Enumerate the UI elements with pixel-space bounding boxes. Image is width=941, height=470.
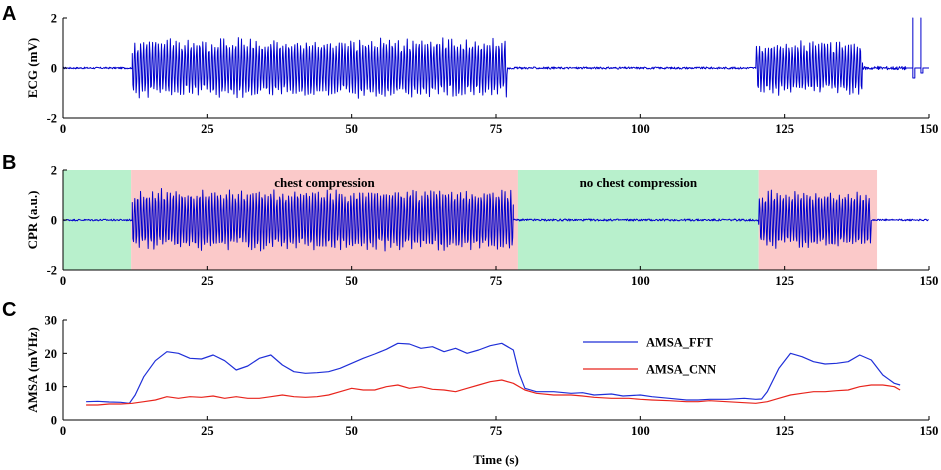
region-label-2: no chest compression [580,175,698,190]
x-tick-label-75: 75 [490,274,503,288]
x-tick-label-75: 75 [490,424,503,438]
y-tick-label-2: 2 [51,12,57,26]
panel-c-plot-area: 0 25 50 75 100 125 150 0 10 20 30 AMSA_FFT AMSA_CNN [45,314,939,439]
x-tick-label-0: 0 [60,424,66,438]
x-tick-label-25: 25 [201,274,214,288]
region-label-1: chest compression [274,175,375,190]
x-tick-label-75: 75 [490,122,503,136]
x-tick-label-125: 125 [775,122,794,136]
panel-c-xlabel: Time (s) [473,452,519,467]
y-tick-label-0: 0 [51,214,57,228]
panel-b-ylabel: CPR (a.u.) [25,191,40,250]
x-tick-label-150: 150 [920,122,939,136]
y-tick-label--2: -2 [47,264,57,278]
x-tick-label-100: 100 [631,122,650,136]
panel-b-letter: B [2,152,16,174]
x-tick-label-25: 25 [201,424,214,438]
y-tick-label-0: 0 [51,62,57,76]
y-tick-label-2: 2 [51,164,57,178]
x-tick-label-100: 100 [631,424,650,438]
y-tick-label--2: -2 [47,112,57,126]
panel-a-ylabel: ECG (mV) [25,38,40,98]
x-tick-label-50: 50 [345,274,358,288]
x-tick-label-150: 150 [920,274,939,288]
legend-label-amsa-fft: AMSA_FFT [646,336,713,350]
panel-a: A 0 25 50 75 100 125 150-202 ECG (mV) [2,3,938,136]
x-tick-label-50: 50 [345,122,358,136]
panel-c-ylabel: AMSA (mVHz) [25,327,40,413]
x-tick-label-100: 100 [631,274,650,288]
amsa-cnn-line [86,379,901,406]
y-tick-label-0: 0 [51,414,57,428]
legend-label-amsa-cnn: AMSA_CNN [646,363,716,377]
x-tick-label-0: 0 [60,274,66,288]
y-tick-label-10: 10 [45,380,58,394]
panel-c-letter: C [2,299,16,321]
x-tick-label-0: 0 [60,122,66,136]
x-tick-label-50: 50 [345,424,358,438]
x-tick-label-150: 150 [920,424,939,438]
panel-b: B chest compression no chest compression 0… [2,152,938,288]
panel-c: C 0 25 50 75 100 125 150 0 10 20 30 AMSA_FFT AMSA_CN… [2,299,938,467]
x-tick-label-25: 25 [201,122,214,136]
panel-a-plot-area: 0 25 50 75 100 125 150-202 [47,12,939,137]
y-tick-label-20: 20 [45,347,58,361]
amsa-fft-line [86,342,901,404]
signal-line [62,17,929,99]
y-tick-label-30: 30 [45,314,58,328]
x-tick-label-125: 125 [775,424,794,438]
signal-line [62,187,929,252]
panel-a-letter: A [2,3,16,25]
x-tick-label-125: 125 [775,274,794,288]
